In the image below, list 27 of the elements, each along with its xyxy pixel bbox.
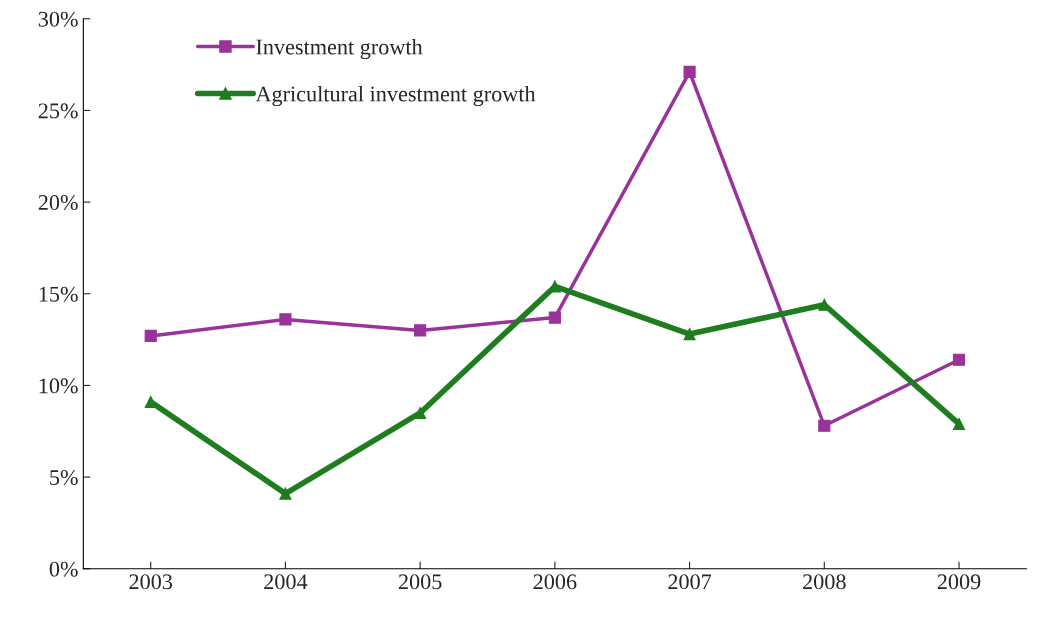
y-tick-label: 20% — [38, 195, 78, 211]
y-tick-label: 5% — [50, 470, 78, 486]
x-tick-label: 2003 — [129, 574, 173, 590]
y-tick-label: 15% — [39, 286, 78, 302]
point — [279, 487, 292, 500]
y-tick-label: 10% — [39, 378, 78, 394]
x-tick-label: 2005 — [398, 574, 442, 590]
x-tick-label: 2004 — [264, 574, 308, 590]
point — [279, 313, 292, 326]
x-tick-label: 2006 — [533, 574, 577, 590]
point — [548, 311, 561, 324]
point — [952, 353, 966, 366]
point — [683, 65, 696, 78]
point — [818, 419, 831, 432]
x-tick-label: 2007 — [668, 574, 712, 590]
y-tick-label: 30% — [38, 11, 78, 27]
legend-label: Investment growth — [256, 38, 423, 60]
y-tick-label: 0% — [49, 561, 78, 577]
point — [414, 406, 427, 419]
point — [144, 329, 157, 342]
point — [952, 417, 966, 430]
x-tick-label: 2009 — [937, 574, 981, 590]
point — [414, 324, 427, 337]
y-tick-label: 25% — [38, 103, 78, 119]
x-tick-label: 2008 — [803, 574, 846, 590]
point — [683, 328, 696, 341]
legend-label: Agricultural investment growth — [255, 85, 536, 107]
